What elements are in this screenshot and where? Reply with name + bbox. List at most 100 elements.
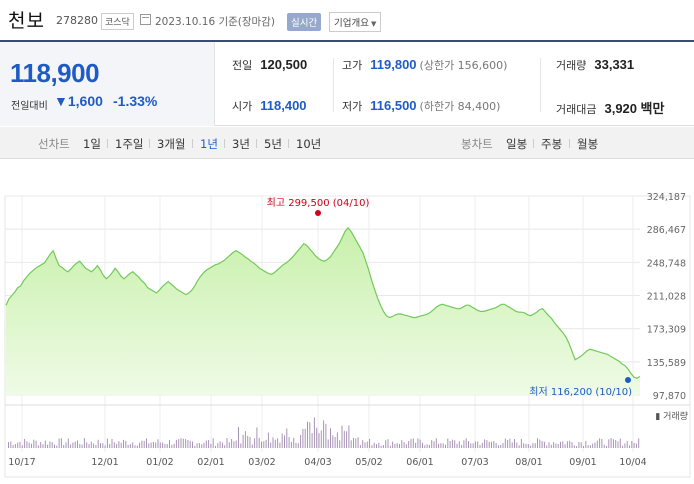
volume-bar xyxy=(449,441,451,448)
volume-bar xyxy=(104,445,106,448)
volume-bar xyxy=(14,444,16,448)
volume-bar xyxy=(373,442,375,448)
x-tick-label: 12/01 xyxy=(91,457,118,468)
volume-bar xyxy=(339,440,341,448)
volume-bar xyxy=(88,444,90,448)
volume-bar xyxy=(442,443,444,448)
volume-bar xyxy=(417,438,419,448)
tab-3m[interactable]: 3개월 xyxy=(157,137,186,151)
tab-daily[interactable]: 일봉 xyxy=(506,137,528,151)
volume-bar xyxy=(35,440,37,448)
volume-bar xyxy=(178,439,180,448)
volume-bar xyxy=(37,445,39,448)
high-annotation: 최고 299,500 (04/10) xyxy=(267,197,370,209)
volume-bar xyxy=(500,444,502,448)
volume-bar xyxy=(576,446,578,448)
volume-bar xyxy=(327,439,329,448)
tab-1d[interactable]: 1일 xyxy=(83,137,101,151)
stock-name: 천보 xyxy=(8,10,45,32)
volume-bar xyxy=(389,445,391,448)
tab-1w[interactable]: 1주일 xyxy=(115,137,144,151)
tab-5y[interactable]: 5년 xyxy=(264,137,282,151)
volume-bar xyxy=(403,442,405,448)
realtime-button[interactable]: 실시간 xyxy=(287,13,322,31)
volume-bar xyxy=(564,444,566,448)
tab-weekly[interactable]: 주봉 xyxy=(541,137,563,151)
volume-bar xyxy=(399,444,400,448)
volume-bar xyxy=(263,441,265,448)
volume-bar xyxy=(40,442,42,448)
volume-bar xyxy=(164,443,166,448)
x-tick-label: 10/04 xyxy=(619,457,646,468)
x-tick-label: 08/01 xyxy=(515,457,542,468)
volume-bar xyxy=(210,443,212,448)
volume-bar xyxy=(479,445,481,448)
volume-bar xyxy=(454,440,456,448)
volume-bar xyxy=(435,438,437,448)
tab-3y[interactable]: 3년 xyxy=(232,137,250,151)
low-point-marker xyxy=(625,377,631,383)
price-area-fill xyxy=(6,227,640,395)
volume-bar xyxy=(440,443,442,448)
volume-bar xyxy=(438,443,440,448)
volume-bar xyxy=(394,443,396,448)
volume-bar xyxy=(63,445,65,448)
tab-10y[interactable]: 10년 xyxy=(296,137,322,151)
tab-divider xyxy=(224,139,225,148)
volume-bar xyxy=(272,437,274,448)
volume-bar xyxy=(267,432,269,448)
volume-bar xyxy=(380,445,382,448)
tab-monthly[interactable]: 월봉 xyxy=(577,137,599,151)
volume-bar xyxy=(619,438,621,448)
volume-bar xyxy=(385,440,387,448)
company-overview-dropdown[interactable]: 기업개요 ▼ xyxy=(329,12,382,32)
volume-bar xyxy=(134,445,136,448)
volume-bar xyxy=(284,435,285,448)
volume-bar xyxy=(136,445,138,448)
volume-bar xyxy=(541,441,543,448)
volume-bar xyxy=(534,443,536,448)
volume-bar xyxy=(111,438,113,448)
calendar-icon xyxy=(140,14,151,25)
quote-box: 118,900 전일대비 ▼1,600 -1.33% 전일 120,500 고가 1… xyxy=(0,40,694,126)
open-label: 시가 xyxy=(232,100,253,113)
low-stat: 저가 116,500 (하한가 84,400) xyxy=(342,98,500,114)
volume-bar xyxy=(279,442,281,448)
volume-bar xyxy=(516,442,518,448)
high-label: 고가 xyxy=(342,59,363,72)
volume-bar xyxy=(33,439,35,448)
volume-bar xyxy=(70,444,72,448)
volume-bar xyxy=(520,438,522,448)
volume-bar xyxy=(182,438,184,448)
volume-bar xyxy=(169,440,170,448)
volume-bar xyxy=(256,427,258,448)
x-tick-label: 09/01 xyxy=(569,457,596,468)
volume-bar xyxy=(364,442,366,448)
volume-bar xyxy=(392,441,394,448)
volume-legend: ▮ 거래량 xyxy=(655,410,688,422)
tab-1y[interactable]: 1년 xyxy=(200,137,218,151)
volume-bar xyxy=(587,445,589,448)
volume-bar xyxy=(573,445,575,448)
volume-bar xyxy=(86,442,88,448)
volume-bar xyxy=(95,444,97,448)
volume-bar xyxy=(514,439,515,448)
volume-bar xyxy=(325,423,327,448)
volume-bar xyxy=(21,445,23,448)
volume-bar xyxy=(617,441,619,448)
price-chart-svg: 324,187 286,467 248,748 211,028 173,309 135,5… xyxy=(4,192,691,478)
volume-bar xyxy=(488,441,490,448)
volume-bar xyxy=(472,443,474,448)
volume-bar xyxy=(60,438,62,448)
volume-bar xyxy=(300,435,302,448)
volume-bar xyxy=(97,439,99,448)
volume-bar xyxy=(603,444,605,448)
trade-value-label: 거래대금 xyxy=(556,103,597,116)
x-tick-label: 10/17 xyxy=(8,457,35,468)
volume-bar xyxy=(274,439,276,448)
volume-bar xyxy=(277,438,279,448)
volume-bar xyxy=(192,441,193,448)
tab-divider xyxy=(288,139,289,148)
price-chart[interactable]: 324,187 286,467 248,748 211,028 173,309 135,5… xyxy=(0,160,694,480)
volume-bar xyxy=(270,442,272,448)
